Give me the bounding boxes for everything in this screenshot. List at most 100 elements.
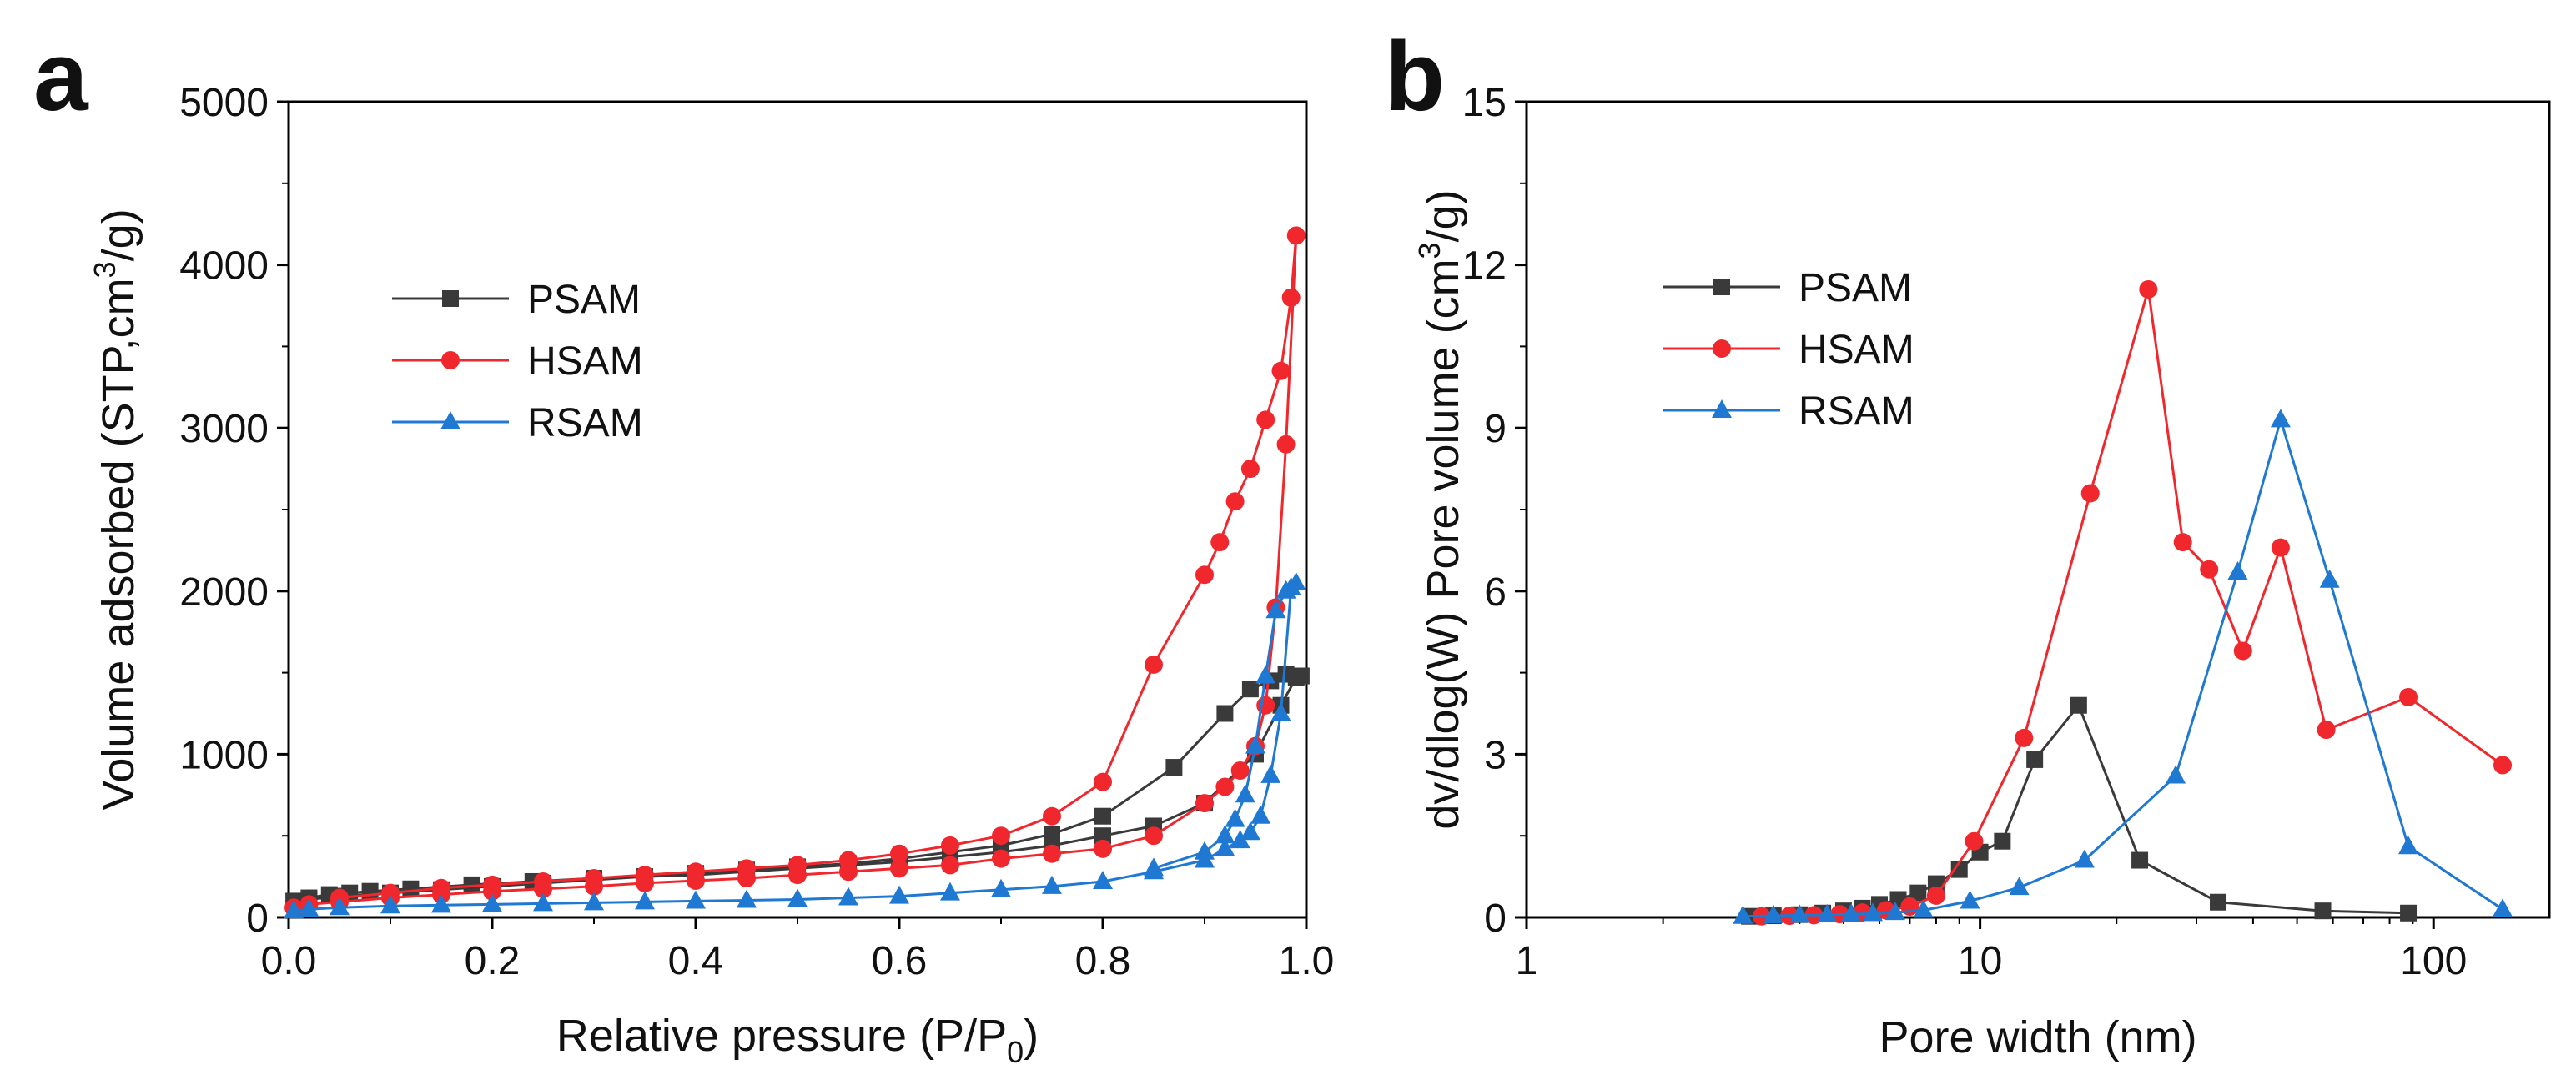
data-point-rsam <box>1270 702 1291 721</box>
data-point-rsam <box>889 885 909 904</box>
chart-pore-distribution: 1 10 100 0 3 6 9 12 15 Pore width (nm) dv/dlog(… <box>1412 81 2551 1062</box>
data-point-hsam <box>1094 839 1112 858</box>
data-point-hsam <box>585 869 603 888</box>
panel-letter-a: a <box>33 22 89 132</box>
data-point-hsam <box>432 878 450 897</box>
data-point-hsam <box>1195 794 1214 813</box>
data-point-hsam <box>839 851 858 870</box>
plot-frame-a <box>287 100 1308 919</box>
data-point-hsam <box>890 859 908 878</box>
legend-marker-hsam <box>1713 339 1731 358</box>
y-tick-label: 0 <box>1484 897 1507 941</box>
data-point-psam <box>463 876 480 893</box>
data-point-hsam <box>1225 492 1245 511</box>
x-tick-label: 100 <box>2400 939 2467 983</box>
data-point-hsam <box>788 856 807 875</box>
series-line-hsam <box>1761 288 2503 918</box>
data-point-hsam <box>1215 777 1235 796</box>
data-point-rsam <box>1245 735 1265 754</box>
series-line-psam <box>1749 704 2409 918</box>
x-tick-label: 0.6 <box>872 939 928 983</box>
data-point-psam <box>2026 751 2044 768</box>
y-tick-label: 5000 <box>179 81 269 125</box>
data-point-hsam <box>992 849 1010 868</box>
data-point-rsam <box>2227 560 2248 580</box>
data-point-rsam <box>737 889 757 908</box>
data-point-rsam <box>330 897 350 916</box>
data-point-psam <box>1277 666 1295 683</box>
x-tick-label: 0.8 <box>1075 939 1131 983</box>
data-point-rsam <box>991 878 1011 897</box>
data-point-rsam <box>787 888 808 907</box>
x-tick-label: 10 <box>1958 939 2002 983</box>
data-point-hsam <box>1043 844 1061 863</box>
data-point-hsam <box>1286 226 1306 245</box>
data-point-psam <box>1165 759 1183 776</box>
data-point-hsam <box>1240 460 1260 479</box>
legend-label-rsam: RSAM <box>1799 389 1914 434</box>
data-point-rsam <box>838 887 858 906</box>
data-point-rsam <box>299 898 319 917</box>
data-point-hsam <box>737 859 756 878</box>
data-point-rsam <box>1763 905 1784 924</box>
legend-marker-psam <box>1713 279 1730 295</box>
data-point-hsam <box>2317 721 2336 740</box>
series-group-a <box>284 226 1310 919</box>
data-point-rsam <box>1144 857 1164 877</box>
data-point-rsam <box>1225 808 1245 827</box>
y-tick-label: 12 <box>1462 244 1507 289</box>
data-point-hsam <box>1965 831 1984 851</box>
legend-label-hsam: HSAM <box>527 339 643 384</box>
data-point-psam <box>1216 705 1234 722</box>
data-point-psam <box>1094 807 1111 825</box>
data-point-psam <box>1909 884 1927 902</box>
data-point-hsam <box>992 826 1010 846</box>
data-point-hsam <box>1145 655 1163 674</box>
y-ticks-a: 0 1000 2000 3000 4000 5000 <box>179 81 289 941</box>
data-point-rsam <box>1789 904 1810 923</box>
data-point-rsam <box>635 891 655 910</box>
data-point-rsam <box>1841 903 1862 922</box>
legend-marker-rsam <box>1712 399 1732 418</box>
data-point-psam <box>2400 904 2418 922</box>
data-point-hsam <box>2139 279 2158 299</box>
data-point-hsam <box>534 872 552 891</box>
data-point-hsam <box>1043 806 1061 826</box>
data-point-rsam <box>1285 572 1306 591</box>
data-point-psam <box>2210 893 2227 911</box>
data-point-rsam <box>1960 890 1980 909</box>
data-point-rsam <box>2166 765 2186 784</box>
data-point-rsam <box>1215 825 1235 844</box>
y-tick-label: 2000 <box>179 570 269 615</box>
data-point-psam <box>2070 696 2087 714</box>
data-point-hsam <box>1210 533 1230 552</box>
data-point-rsam <box>584 892 604 911</box>
legend-marker-rsam <box>440 411 460 429</box>
x-ticks-b: 1 10 100 <box>1516 917 2467 983</box>
data-point-hsam <box>687 862 705 882</box>
y-ticks-b: 0 3 6 9 12 15 <box>1462 81 1527 941</box>
data-point-hsam <box>2399 687 2418 706</box>
data-point-hsam <box>1094 772 1112 791</box>
data-point-rsam <box>1884 902 1905 921</box>
y-tick-label: 6 <box>1484 570 1507 615</box>
data-point-hsam <box>1271 361 1291 380</box>
data-point-hsam <box>381 883 400 902</box>
data-point-hsam <box>2493 756 2513 775</box>
x-tick-label: 1 <box>1516 939 1538 983</box>
data-point-rsam <box>940 882 960 901</box>
data-point-rsam <box>1195 841 1215 860</box>
data-point-rsam <box>2398 836 2419 855</box>
data-point-rsam <box>431 894 451 913</box>
y-tick-label: 3 <box>1484 733 1507 777</box>
data-point-rsam <box>1913 899 1934 918</box>
data-point-psam <box>2314 902 2332 920</box>
data-point-rsam <box>1042 875 1062 894</box>
data-point-hsam <box>2080 484 2100 503</box>
data-point-rsam <box>1215 837 1235 856</box>
x-axis-title-a: Relative pressure (P/P0) <box>556 1011 1039 1069</box>
legend-label-psam: PSAM <box>1799 266 1912 310</box>
chart-isotherm: 0.0 0.2 0.4 0.6 0.8 1.0 0 1000 2000 3000 4000 5000… <box>88 81 1334 1069</box>
data-point-rsam <box>1275 580 1296 599</box>
panel-letter-b: b <box>1385 22 1445 132</box>
